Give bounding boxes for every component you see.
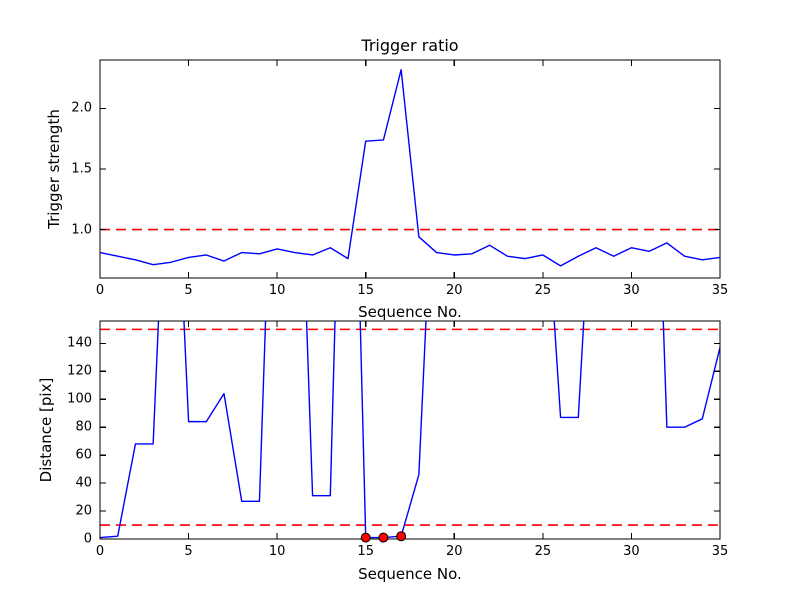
top-x-axis-label: Sequence No. [358,303,462,321]
y-tick-label: 1.5 [71,161,92,177]
subplot-0 [99,59,721,279]
x-tick-label: 5 [184,544,193,559]
trigger-strength-line [100,68,720,267]
bottom-x-axis-label: Sequence No. [358,565,462,583]
triggered-points-marker [378,532,389,543]
tick-marks [99,60,721,278]
x-tick-label: 20 [446,283,463,298]
x-tick-label: 0 [95,283,105,298]
x-tick-label: 0 [95,544,105,559]
y-tick-label: 100 [67,391,92,407]
x-tick-label: 25 [534,544,552,559]
y-tick-label: 60 [75,447,92,463]
x-tick-label: 15 [357,283,374,298]
y-tick-label: 20 [75,503,92,519]
distance-line [100,321,720,539]
chart-title: Trigger ratio [361,36,459,55]
x-tick-label: 35 [711,544,729,559]
axes-spines [99,59,721,279]
x-tick-label: 15 [357,544,374,559]
subplot-1 [99,320,721,543]
x-tick-label: 20 [446,544,463,559]
axes-spines [99,320,721,540]
x-tick-label: 35 [711,283,729,298]
y-tick-label: 140 [67,335,92,351]
triggered-points-marker [396,531,407,542]
y-tick-label: 40 [75,475,92,491]
x-tick-label: 5 [184,283,193,298]
x-tick-label: 30 [623,544,640,559]
y-tick-label: 120 [67,363,92,379]
x-tick-label: 10 [268,544,286,559]
y-tick-label: 2.0 [71,100,92,116]
y-tick-label: 80 [75,419,92,435]
triggered-points-marker [360,532,371,543]
x-tick-label: 25 [534,283,552,298]
y-tick-label: 0 [83,531,92,547]
y-tick-label: 1.0 [71,222,92,238]
x-tick-label: 30 [623,283,640,298]
x-tick-label: 10 [268,283,286,298]
